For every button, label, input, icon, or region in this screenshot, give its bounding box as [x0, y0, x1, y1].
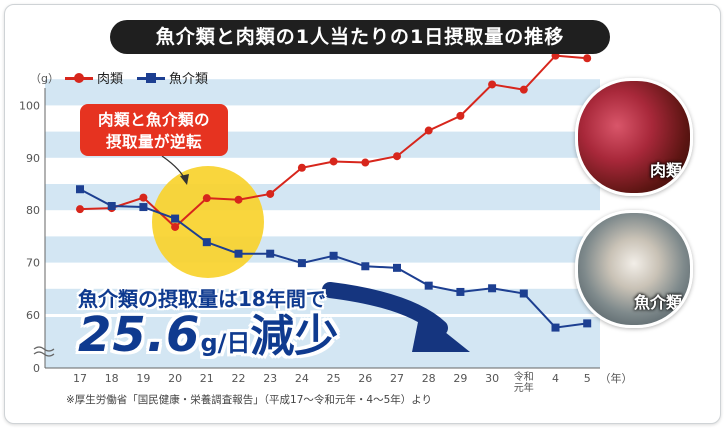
- y-tick-label-0: 0: [33, 362, 40, 375]
- decrease-arrow-body: [322, 282, 448, 336]
- meat-point-25: [329, 157, 338, 166]
- fish-point-22: [234, 249, 243, 258]
- x-tick-label-27: 27: [390, 372, 404, 385]
- y-tick-label-60: 60: [26, 309, 40, 322]
- legend-swatch-fish: [137, 72, 166, 84]
- decrease-unit: g/日: [200, 329, 251, 357]
- legend-swatch-meat: [65, 72, 93, 84]
- x-tick-label-4: 4: [552, 372, 559, 385]
- x-tick-label-23: 23: [263, 372, 277, 385]
- fish-point-21: [202, 238, 211, 247]
- y-tick-label-80: 80: [26, 204, 40, 217]
- fish-photo: 魚介類: [575, 210, 693, 328]
- decrease-headline: 25.6g/日減少: [78, 300, 338, 364]
- grid-band-2: [45, 184, 600, 211]
- meat-point-27: [393, 152, 401, 161]
- x-tick-label-29: 29: [453, 372, 467, 385]
- meat-point-30: [488, 80, 497, 89]
- x-tick-label-30: 30: [485, 372, 499, 385]
- source-note: ※厚生労働省「国民健康・栄養調査報告」（平成17〜令和元年・4〜5年）より: [66, 394, 433, 406]
- legend-item-fish: 魚介類: [137, 68, 208, 87]
- callout-pointer-head: [180, 174, 189, 185]
- meat-point-19: [139, 193, 148, 202]
- meat-point-21: [202, 194, 211, 203]
- x-tick-label-28: 28: [422, 372, 436, 385]
- decrease-subtitle: 魚介類の摂取量は18年間で: [78, 287, 326, 311]
- x-tick-label-18: 18: [105, 372, 119, 385]
- y-tick-label-100: 100: [19, 99, 40, 112]
- x-tick-label-20: 20: [168, 372, 182, 385]
- fish-point-5: [583, 319, 592, 328]
- decrease-amount: 25.6: [78, 307, 201, 363]
- legend-label-meat: 肉類: [97, 72, 124, 87]
- legend: 肉類 魚介類: [65, 68, 208, 87]
- x-tick-label-reiwa-line2: 元年: [514, 381, 534, 394]
- meat-point-29: [456, 111, 465, 120]
- fish-point-24: [297, 259, 306, 268]
- meat-point-22: [234, 195, 243, 204]
- chart-title: 魚介類と肉類の1人当たりの1日摂取量の推移: [110, 20, 610, 54]
- decrease-word: 減少: [250, 311, 339, 362]
- axis-break-mark-1: [33, 346, 55, 352]
- x-unit-label: （年）: [600, 371, 633, 385]
- x-tick-label-17: 17: [73, 372, 87, 385]
- x-tick-label-5: 5: [584, 372, 591, 385]
- decrease-arrow-head: [412, 312, 470, 352]
- fish-point-29: [456, 287, 465, 296]
- fish-point-23: [266, 249, 275, 258]
- meat-point-28: [424, 126, 433, 135]
- fish-point-17: [76, 185, 84, 194]
- x-tick-label-26: 26: [358, 372, 372, 385]
- meat-point-20: [171, 222, 180, 231]
- legend-item-meat: 肉類: [65, 68, 123, 87]
- reversal-callout: 肉類と魚介類の 摂取量が逆転: [80, 104, 228, 156]
- x-tick-label-25: 25: [327, 372, 341, 385]
- fish-point-26: [361, 262, 370, 271]
- callout-line-1: 肉類と魚介類の: [97, 111, 210, 129]
- axis-break-mark-2: [33, 351, 55, 357]
- fish-point-4: [551, 323, 560, 332]
- meat-photo: 肉類: [575, 78, 693, 196]
- meat-point-26: [361, 158, 370, 167]
- fish-photo-label: 魚介類: [633, 293, 682, 312]
- x-tick-label-24: 24: [295, 372, 309, 385]
- legend-label-fish: 魚介類: [169, 72, 209, 87]
- x-tick-label-21: 21: [200, 372, 214, 385]
- fish-point-20: [171, 214, 180, 223]
- grid-band-0: [45, 79, 600, 106]
- fish-point-令和元年: [519, 289, 528, 298]
- meat-point-令和元年: [519, 85, 528, 94]
- y-tick-label-90: 90: [26, 152, 40, 165]
- fish-point-25: [329, 251, 338, 260]
- meat-point-17: [76, 205, 84, 214]
- fish-point-27: [393, 263, 401, 272]
- meat-point-5: [583, 54, 592, 63]
- fish-point-18: [107, 202, 116, 211]
- meat-photo-label: 肉類: [649, 161, 682, 180]
- x-tick-label-reiwa-line1: 令和: [514, 370, 534, 383]
- fish-point-28: [424, 281, 433, 290]
- grid-band-4: [45, 288, 600, 315]
- meat-point-23: [266, 189, 275, 198]
- callout-line-2: 摂取量が逆転: [105, 133, 202, 151]
- grid-band-bottom: [45, 317, 600, 368]
- y-tick-label-70: 70: [26, 257, 40, 270]
- y-unit-label: （g）: [30, 72, 59, 85]
- x-tick-label-19: 19: [136, 372, 150, 385]
- fish-point-19: [139, 203, 148, 212]
- fish-point-30: [488, 284, 497, 293]
- x-tick-label-22: 22: [232, 372, 246, 385]
- meat-point-24: [297, 163, 306, 172]
